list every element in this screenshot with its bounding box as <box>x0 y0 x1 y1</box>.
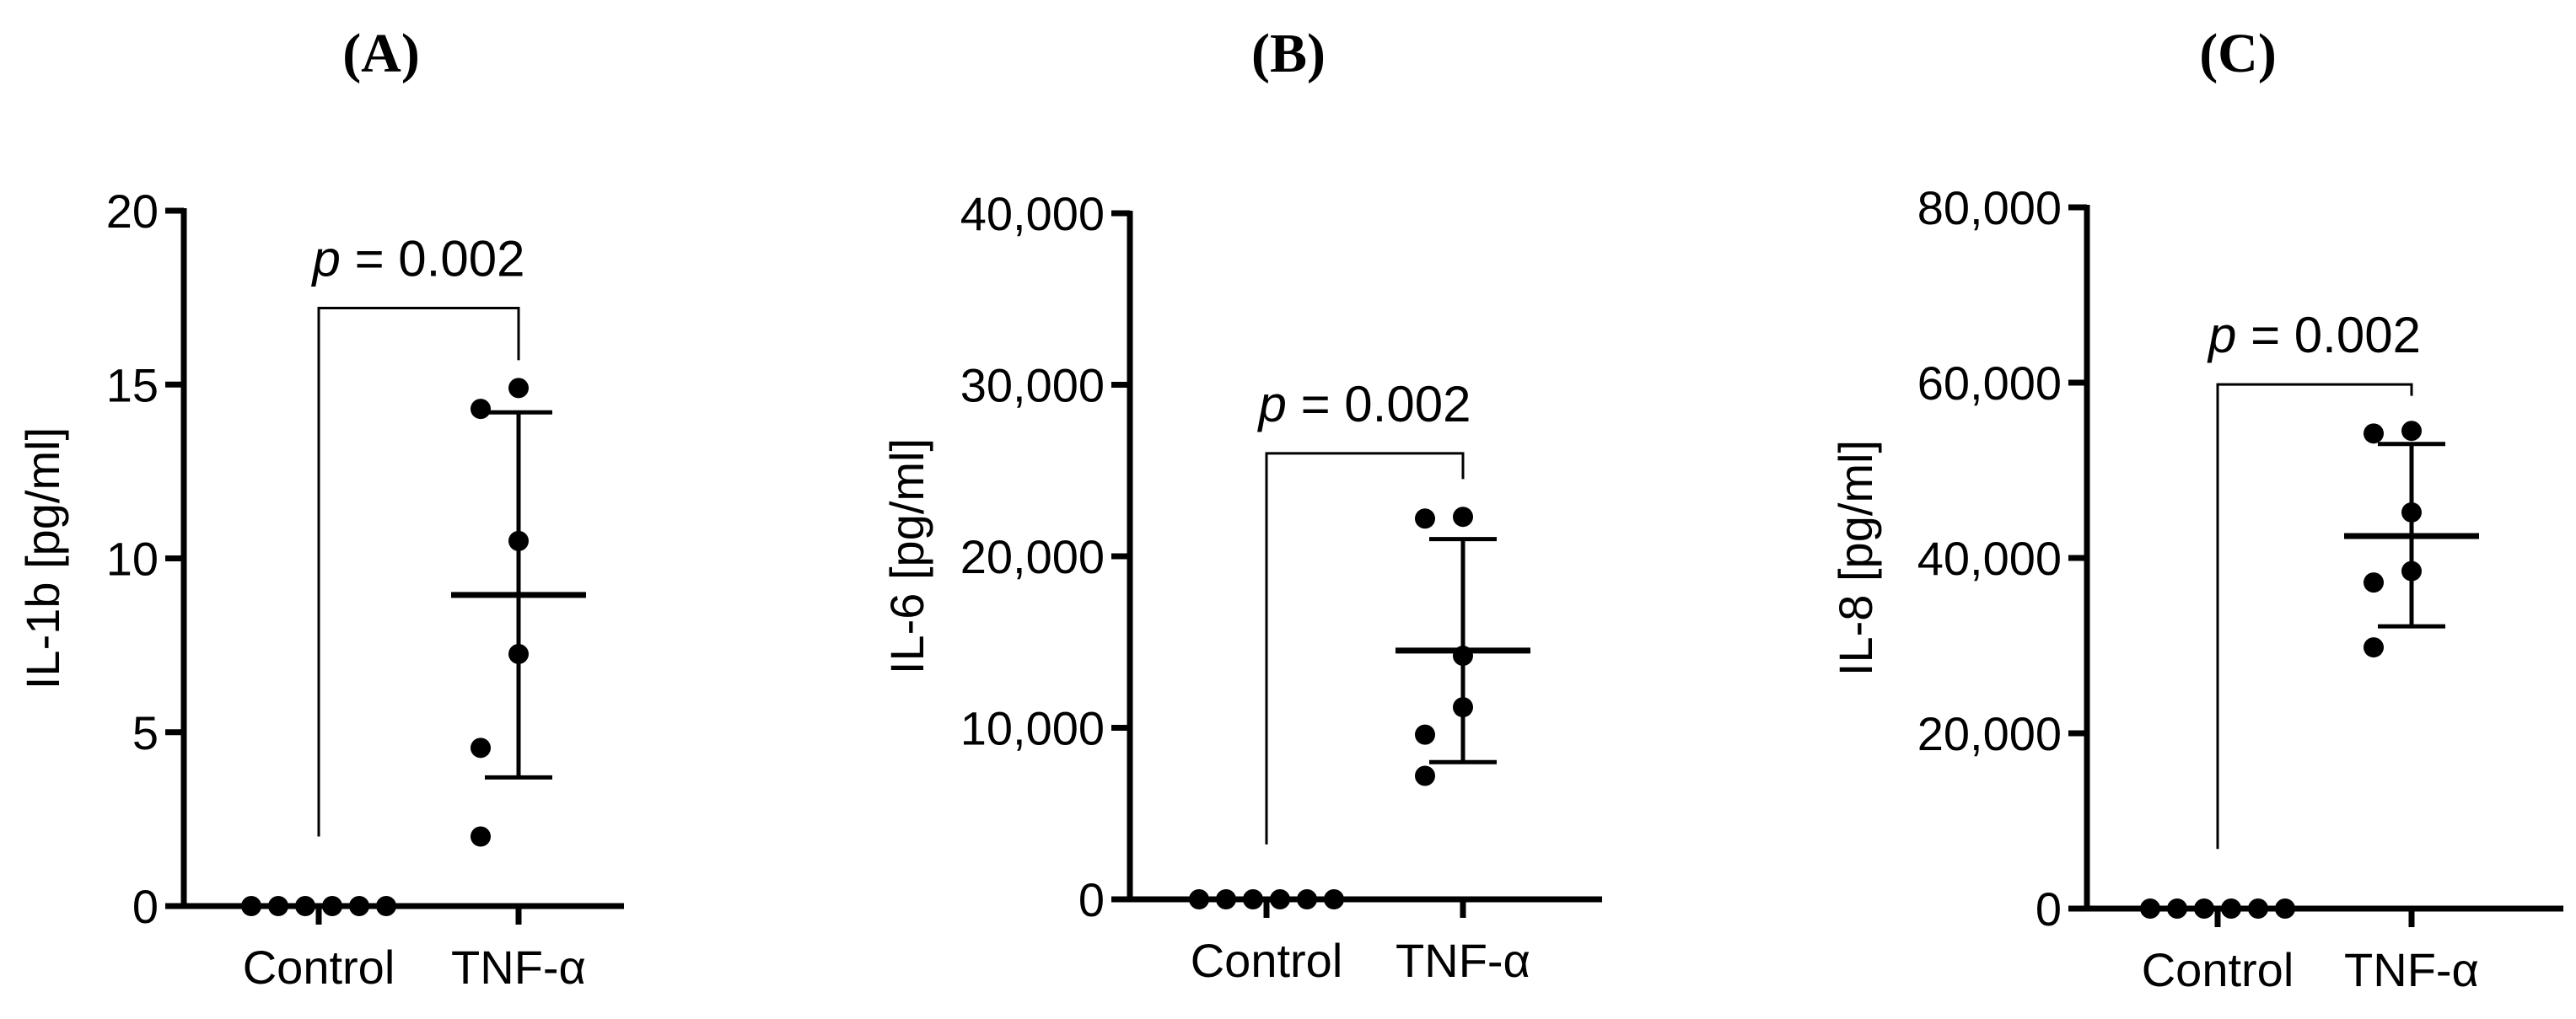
data-point <box>1216 889 1236 909</box>
data-point <box>1415 724 1435 745</box>
panel-label: (C) <box>2199 23 2277 84</box>
data-point <box>2364 572 2384 593</box>
p-value-label: p = 0.002 <box>311 231 525 287</box>
data-point <box>349 896 369 916</box>
chart-panel: (C) IL-8 [pg/ml] 0 20,000 40,000 60,000 80,000… <box>1829 23 2563 996</box>
data-point <box>2248 898 2268 919</box>
y-tick-label: 0 <box>132 880 159 933</box>
data-point <box>471 737 491 759</box>
y-tick-label: 20 <box>106 185 159 238</box>
y-tick-label: 40,000 <box>1917 532 2062 585</box>
y-tick-label: 0 <box>2036 882 2062 936</box>
x-tick-label: Control <box>2142 943 2294 996</box>
panel-label: (B) <box>1251 23 1326 84</box>
x-tick-label: Control <box>1191 934 1343 987</box>
x-tick-label: TNF-α <box>2344 943 2479 996</box>
data-point <box>1415 765 1435 786</box>
p-value: = 0.002 <box>2236 307 2421 363</box>
data-point <box>2275 898 2295 919</box>
data-point <box>1189 889 1209 909</box>
p-letter: p <box>2207 307 2236 363</box>
y-tick-label: 15 <box>106 358 159 411</box>
y-tick-label: 40,000 <box>960 187 1105 240</box>
data-point <box>322 896 342 916</box>
p-letter: p <box>311 231 341 287</box>
data-point <box>2221 898 2241 919</box>
p-value: = 0.002 <box>341 231 525 287</box>
y-tick-label: 10 <box>106 533 159 586</box>
data-point <box>1243 889 1263 909</box>
x-tick-label: Control <box>243 941 395 994</box>
data-point <box>2140 898 2160 919</box>
significance-bracket <box>317 307 520 837</box>
data-point <box>471 399 491 420</box>
y-axis-title: IL-1b [pg/ml] <box>16 427 69 689</box>
y-tick-label: 5 <box>132 706 159 759</box>
y-axis-title: IL-8 [pg/ml] <box>1829 440 1882 676</box>
panel-label: (A) <box>342 23 420 84</box>
data-point <box>2364 423 2384 444</box>
y-axis-title: IL-6 [pg/ml] <box>880 438 933 674</box>
p-letter: p <box>1257 376 1287 432</box>
data-point <box>471 826 491 847</box>
x-tick-label: TNF-α <box>1396 934 1530 987</box>
y-tick-label: 10,000 <box>960 702 1105 755</box>
data-point <box>1453 507 1473 528</box>
y-tick-label: 30,000 <box>960 359 1105 412</box>
data-point <box>268 896 288 916</box>
data-point <box>2364 637 2384 658</box>
y-tick-label: 0 <box>1078 873 1105 926</box>
data-point <box>508 378 529 399</box>
y-tick-label: 60,000 <box>1917 357 2062 410</box>
significance-bracket <box>1265 452 1465 845</box>
p-value-label: p = 0.002 <box>2207 307 2421 363</box>
data-point <box>1415 508 1435 529</box>
data-point <box>2167 898 2187 919</box>
data-point <box>1297 889 1317 909</box>
y-tick-label: 80,000 <box>1917 181 2062 234</box>
x-tick-label: TNF-α <box>451 941 586 994</box>
y-tick-label: 20,000 <box>960 530 1105 583</box>
data-point <box>295 896 315 916</box>
data-point <box>241 896 261 916</box>
chart-panel: (A) IL-1b [pg/ml] 0 5 10 15 20 Control TNF-α p = … <box>16 23 624 994</box>
p-value-label: p = 0.002 <box>1257 376 1471 432</box>
data-point <box>376 896 396 916</box>
chart-panel: (B) IL-6 [pg/ml] 0 10,000 20,000 30,000 40,000… <box>880 23 1602 987</box>
data-point <box>2194 898 2214 919</box>
data-point <box>1270 889 1290 909</box>
significance-bracket <box>2216 383 2413 850</box>
data-point <box>2401 421 2422 442</box>
y-tick-label: 20,000 <box>1917 707 2062 760</box>
p-value: = 0.002 <box>1287 376 1471 432</box>
data-point <box>1324 889 1344 909</box>
